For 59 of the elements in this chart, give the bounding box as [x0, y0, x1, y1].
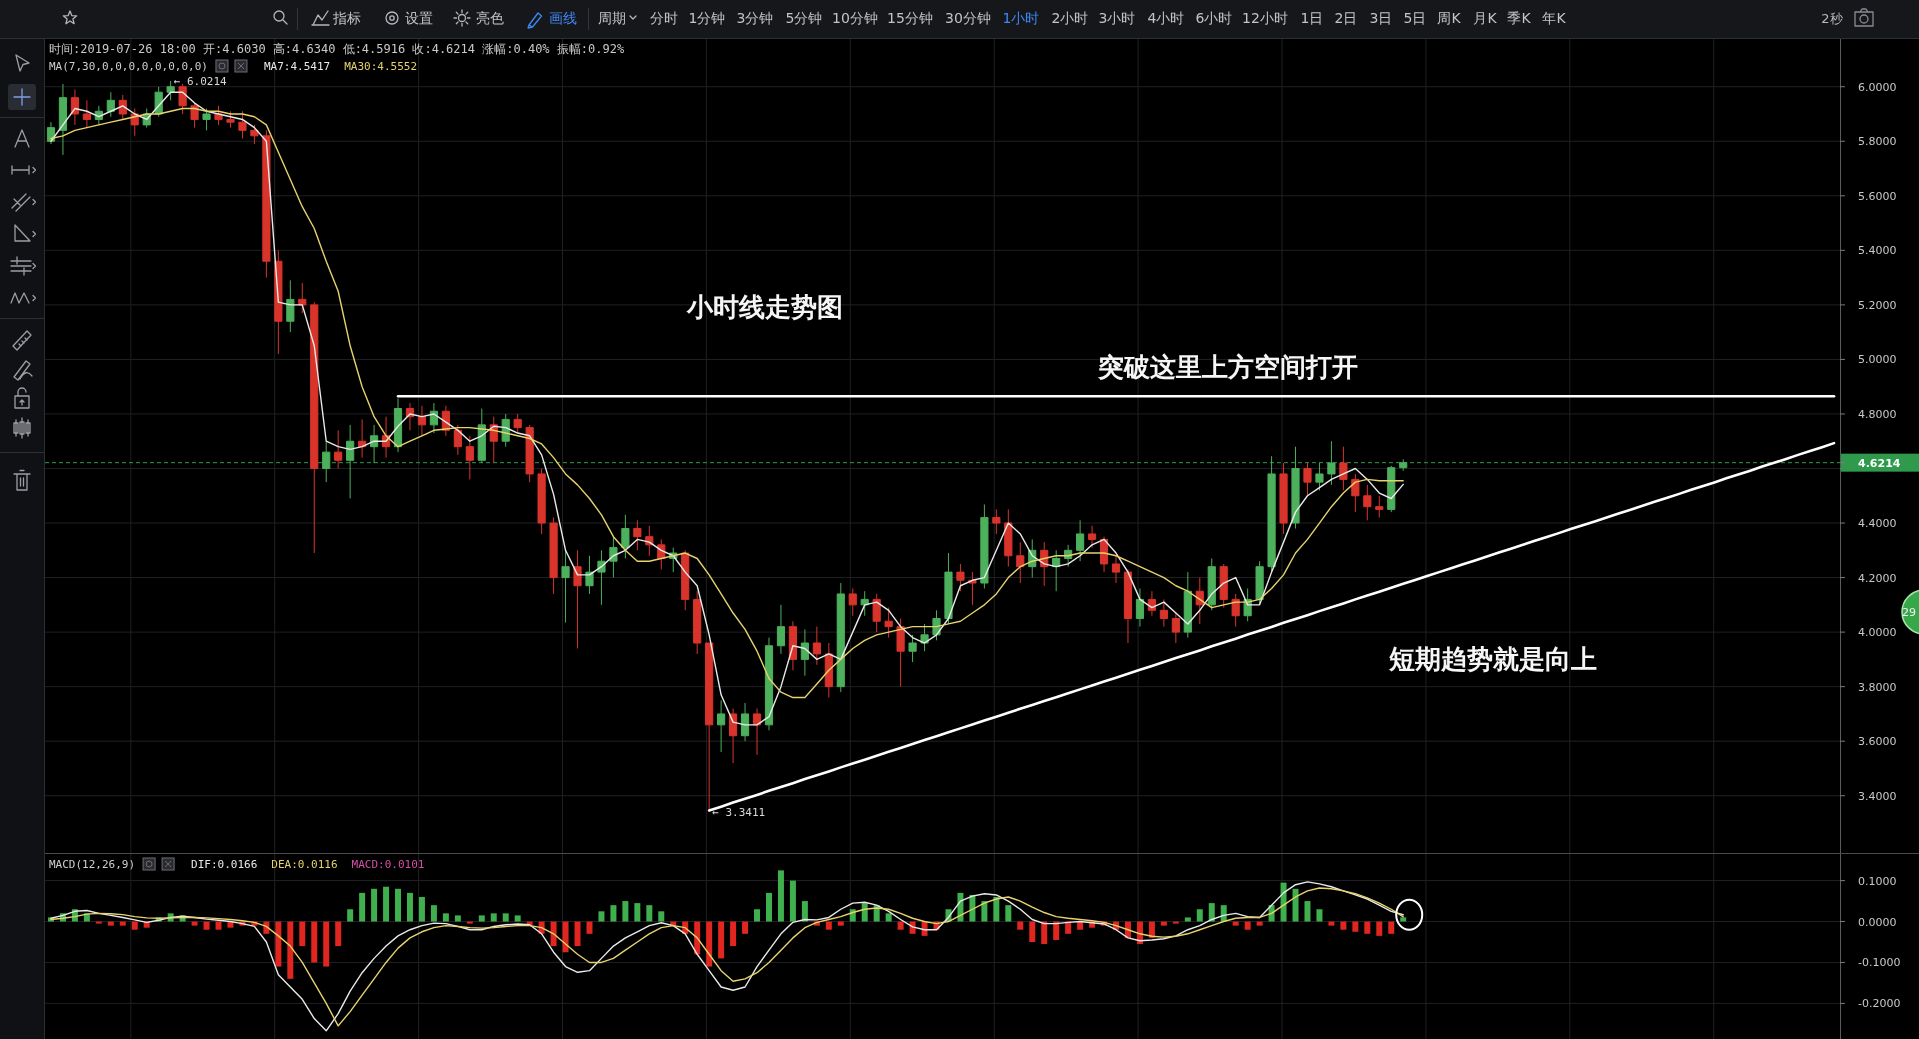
text: 1小时: [1002, 10, 1040, 26]
annotation: 突破这里上方空间打开: [1097, 352, 1358, 383]
y-tick-label: 4.4000: [1858, 517, 1897, 531]
text: 2秒: [1821, 11, 1843, 26]
y-tick-label: 4.8000: [1858, 407, 1897, 421]
annotation: ← 6.0214: [173, 74, 228, 88]
text: MA7:4.5417: [263, 60, 331, 73]
y-tick-label: 3.4000: [1858, 789, 1897, 803]
text: 15分钟: [887, 10, 933, 26]
text: 30分钟: [945, 10, 991, 26]
text: 分时: [650, 10, 678, 26]
y-tick-label: 5.6000: [1858, 189, 1897, 203]
text: 周期: [598, 10, 626, 26]
text: 5分钟: [785, 10, 823, 26]
annotation: 时间:2019-07-26 18:00 开:4.6030 高:4.6340 低:4.5916 收:4.6214 涨幅:0.40% 振幅:0.92%: [49, 42, 625, 56]
text: 月K: [1473, 10, 1498, 26]
legend-title: MACD(12,26,9): [49, 858, 136, 871]
text: 6小时: [1195, 10, 1233, 26]
text: 2小时: [1051, 10, 1089, 26]
y-tick-label: 4.2000: [1858, 571, 1897, 585]
y-tick-label: 3.8000: [1858, 680, 1897, 694]
y-tick-label: 6.0000: [1858, 80, 1897, 94]
text: 小时线走势图: [686, 292, 843, 322]
legend-title: MA(7,30,0,0,0,0,0,0,0,0): [49, 60, 208, 73]
y-tick-label: -0.1000: [1858, 956, 1901, 970]
y-tick-label: 5.8000: [1858, 135, 1897, 149]
text: 季K: [1507, 10, 1532, 26]
y-tick-label: 3.6000: [1858, 735, 1897, 749]
text: 3分钟: [736, 10, 774, 26]
text: 年K: [1542, 10, 1567, 26]
y-tick-label: 4.0000: [1858, 626, 1897, 640]
text: 5日: [1403, 10, 1427, 26]
text: DIF:0.0166: [191, 858, 258, 871]
text: 10分钟: [832, 10, 878, 26]
text: 29: [1902, 606, 1916, 619]
y-tick-label: -0.2000: [1858, 997, 1901, 1011]
y-tick-label: 5.2000: [1858, 298, 1897, 312]
text: DEA:0.0116: [271, 858, 338, 871]
annotation: ← 3.3411: [712, 805, 766, 819]
text: 指标: [332, 10, 361, 26]
text: 亮色: [476, 10, 504, 26]
y-tick-label: 5.4000: [1858, 244, 1897, 258]
text: 2日: [1334, 10, 1358, 26]
text: 3日: [1369, 10, 1393, 26]
text: 3小时: [1098, 10, 1136, 26]
y-tick-label: 0.0000: [1858, 915, 1897, 929]
text: 画线: [549, 10, 577, 26]
text: 12小时: [1242, 10, 1288, 26]
y-tick-label: 4.6214: [1858, 456, 1901, 470]
text: 1分钟: [688, 10, 726, 26]
text: 周K: [1437, 10, 1462, 26]
y-tick-label: 0.1000: [1858, 874, 1897, 888]
text: MA30:4.5552: [344, 60, 418, 73]
y-tick-label: 5.0000: [1858, 353, 1897, 367]
annotation: 短期趋势就是向上: [1388, 644, 1597, 674]
text: 1日: [1300, 10, 1324, 26]
text: 设置: [405, 10, 433, 26]
text: 4小时: [1147, 10, 1185, 26]
text: MACD:0.0101: [351, 858, 425, 871]
